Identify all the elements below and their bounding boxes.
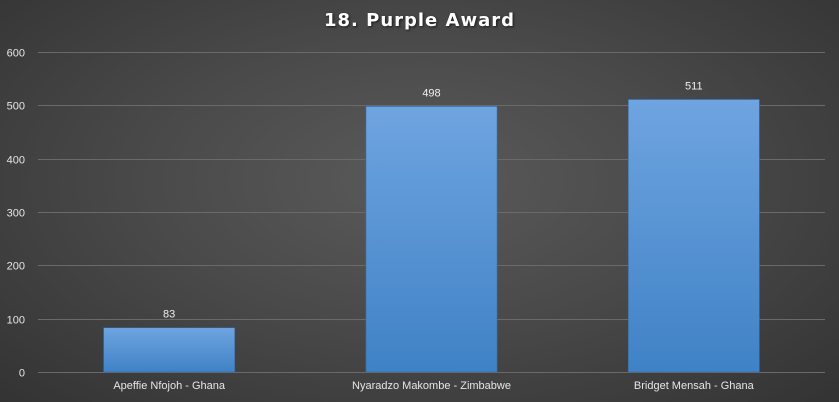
x-tick-label-2: Bridget Mensah - Ghana xyxy=(634,380,755,392)
bar-2 xyxy=(627,99,760,373)
y-axis-ticks: 0 100 200 300 400 500 600 xyxy=(7,48,25,380)
data-label-2: 511 xyxy=(685,80,703,92)
y-tick-label: 0 xyxy=(19,368,25,380)
y-tick-label: 100 xyxy=(7,315,25,327)
x-axis-ticks: Apeffie Nfojoh - Ghana Nyaradzo Makombe -… xyxy=(113,380,754,392)
y-tick-label: 600 xyxy=(7,48,25,60)
y-tick-label: 200 xyxy=(7,261,25,273)
y-tick-label: 500 xyxy=(7,101,25,113)
chart-title: 18. Purple Award xyxy=(323,10,516,31)
y-tick-label: 300 xyxy=(7,208,25,220)
x-tick-label-1: Nyaradzo Makombe - Zimbabwe xyxy=(352,380,511,392)
bar-1 xyxy=(365,106,498,373)
bars xyxy=(103,99,760,373)
y-tick-label: 400 xyxy=(7,155,25,167)
data-labels: 83 498 511 xyxy=(163,80,703,320)
bar-0 xyxy=(103,327,236,373)
data-label-1: 498 xyxy=(422,87,440,99)
x-tick-label-0: Apeffie Nfojoh - Ghana xyxy=(113,380,226,392)
data-label-0: 83 xyxy=(163,309,175,321)
